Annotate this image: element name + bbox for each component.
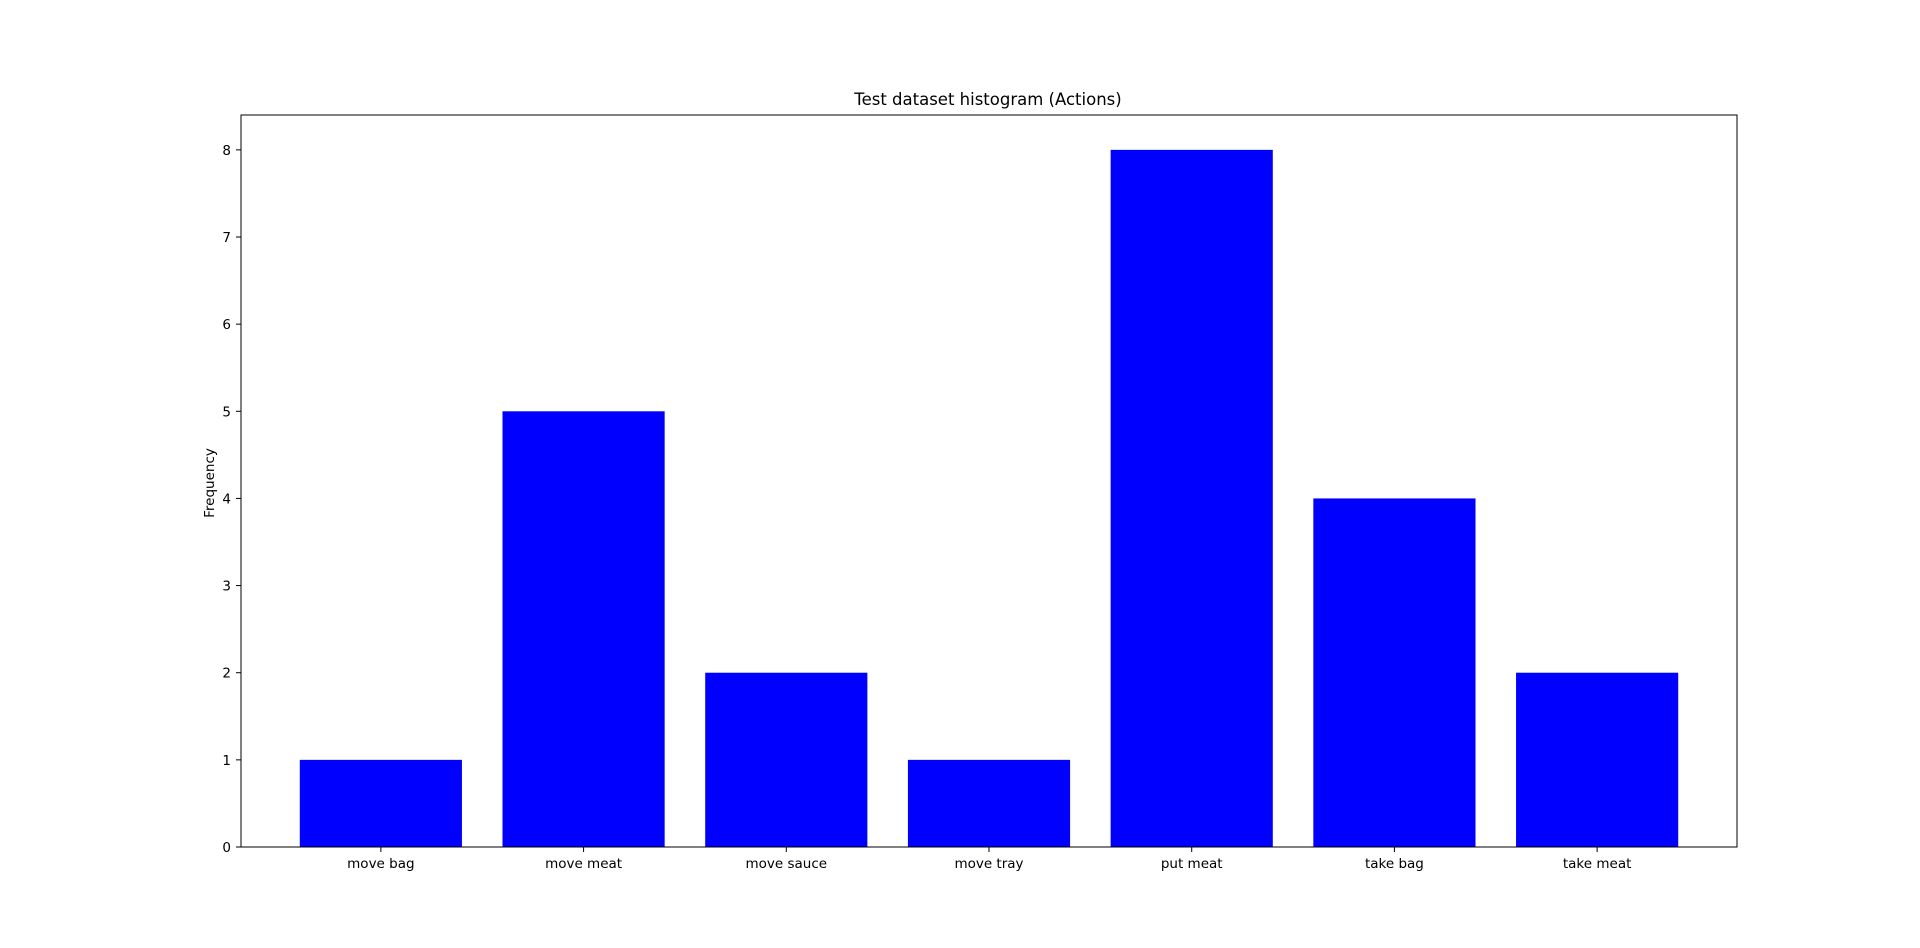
x-tick-label: take bag xyxy=(1365,856,1424,872)
bar-take-bag xyxy=(1313,498,1476,847)
x-tick-label: move bag xyxy=(347,856,414,872)
y-tick-label: 7 xyxy=(222,230,231,246)
y-tick-label: 4 xyxy=(222,491,231,507)
x-tick-label: put meat xyxy=(1161,856,1223,872)
plot-area-frame xyxy=(240,114,1738,848)
y-ticks: 0 1 2 3 4 5 6 7 8 xyxy=(222,143,241,856)
x-tick-label: move sauce xyxy=(745,856,827,872)
bar-move-bag xyxy=(299,759,462,847)
y-tick-label: 6 xyxy=(222,317,231,333)
y-tick-label: 5 xyxy=(222,404,231,420)
y-tick-label: 3 xyxy=(222,579,231,595)
y-tick-label: 2 xyxy=(222,666,231,682)
bar-move-sauce xyxy=(705,672,868,847)
x-tick-label: move meat xyxy=(545,856,622,872)
bar-put-meat xyxy=(1110,149,1273,847)
y-tick-label: 0 xyxy=(222,840,231,856)
bar-move-meat xyxy=(502,411,665,847)
x-tick-label: take meat xyxy=(1563,856,1632,872)
chart-title: Test dataset histogram (Actions) xyxy=(853,90,1121,109)
bar-move-tray xyxy=(907,759,1071,847)
y-tick-label: 1 xyxy=(222,753,231,769)
y-tick-label: 8 xyxy=(222,143,231,159)
y-axis-label: Frequency xyxy=(202,448,218,518)
x-tick-label: move tray xyxy=(954,856,1023,872)
x-ticks: move bag move meat move sauce move tray put … xyxy=(347,847,1631,872)
bars-layer xyxy=(299,149,1679,847)
bar-take-meat xyxy=(1516,672,1679,847)
